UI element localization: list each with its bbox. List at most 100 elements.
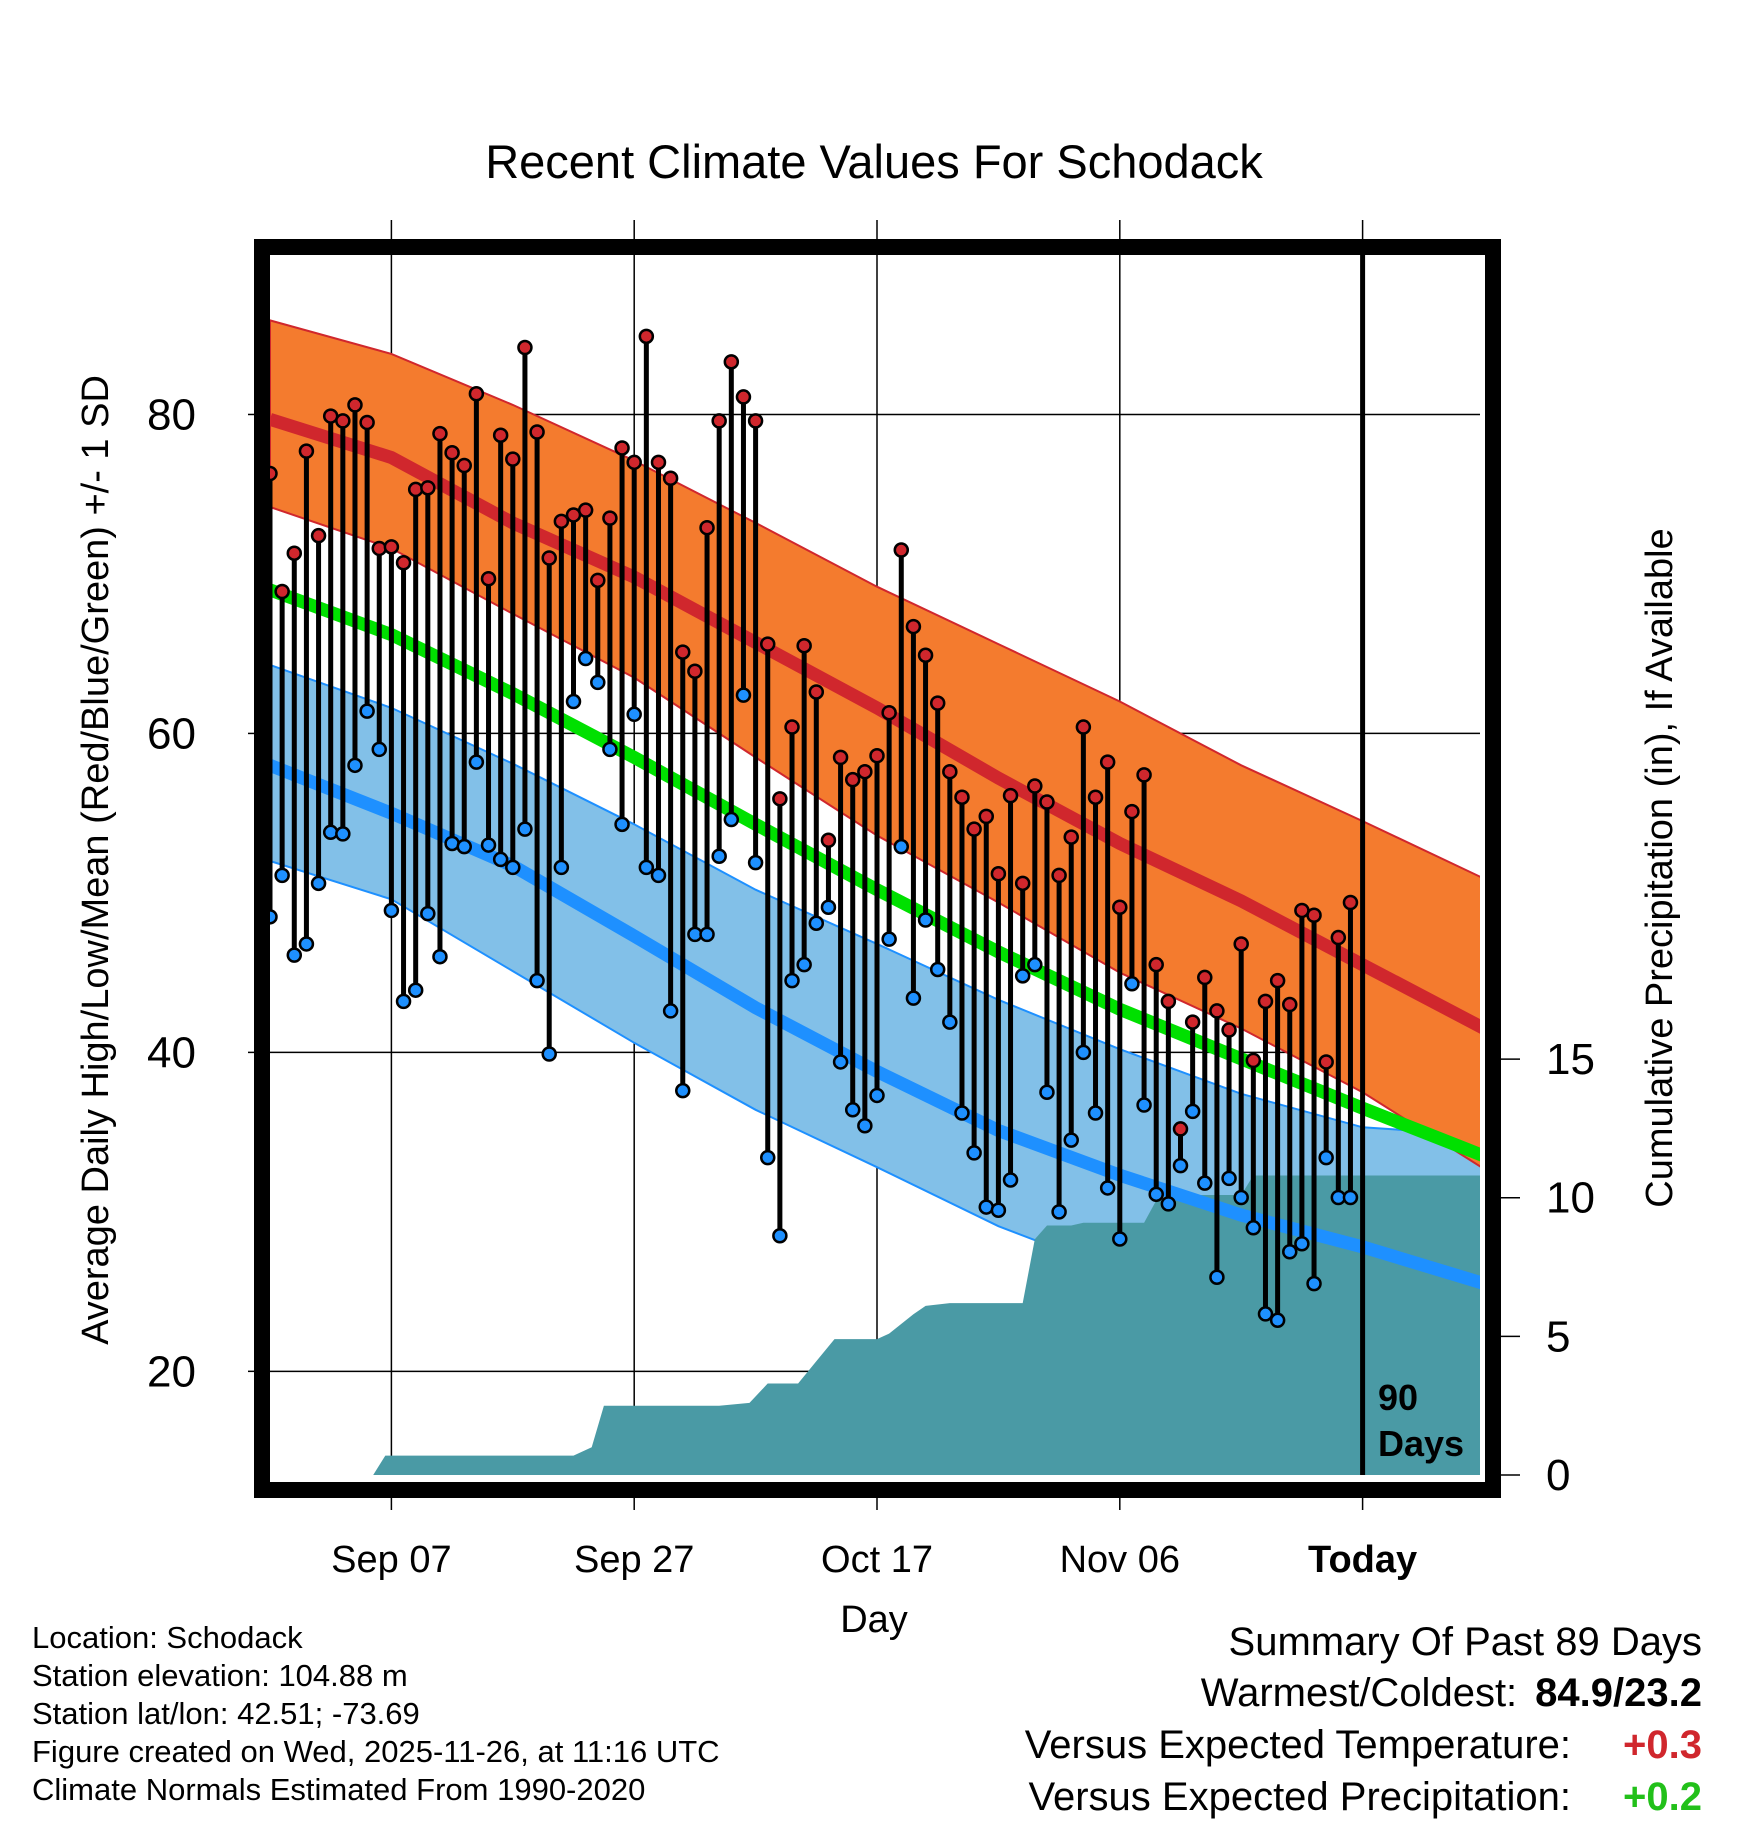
x-tick-label: Sep 07 xyxy=(331,1539,451,1581)
x-tick-label: Today xyxy=(1308,1539,1417,1581)
daily-high-point xyxy=(832,749,849,766)
daily-high-point xyxy=(359,414,375,431)
y-tick-label: 40 xyxy=(147,1028,196,1077)
daily-low-point xyxy=(759,1149,776,1166)
daily-low-point xyxy=(893,838,910,855)
y2-tick-label: 0 xyxy=(1546,1451,1570,1500)
daily-low-point xyxy=(820,899,837,916)
summary-warmest-value: 84.9/23.2 xyxy=(1535,1671,1702,1715)
daily-high-point xyxy=(869,748,885,764)
daily-low-point xyxy=(1209,1269,1225,1285)
daily-high-point xyxy=(1051,867,1067,884)
daily-high-point xyxy=(1269,972,1286,989)
summary-warmest-label: Warmest/Coldest: xyxy=(1200,1671,1518,1715)
daily-low-point xyxy=(1342,1189,1359,1206)
y2-tick-label: 5 xyxy=(1546,1312,1570,1361)
daily-high-point xyxy=(784,719,800,735)
daily-low-point xyxy=(383,902,400,919)
today-label-days: Days xyxy=(1378,1423,1464,1464)
daily-low-point xyxy=(1124,976,1140,992)
daily-low-point xyxy=(529,972,545,989)
high-normal-line xyxy=(268,413,1480,1034)
daily-high-point xyxy=(711,413,727,429)
daily-high-point xyxy=(723,354,740,370)
daily-low-point xyxy=(1148,1186,1164,1203)
daily-high-point xyxy=(978,808,995,825)
daily-high-point xyxy=(699,519,715,536)
daily-low-point xyxy=(1282,1243,1298,1260)
daily-high-point xyxy=(310,527,327,544)
daily-low-point xyxy=(517,821,533,837)
daily-high-point xyxy=(1221,1022,1237,1038)
daily-high-point xyxy=(383,539,400,555)
daily-high-point xyxy=(1075,719,1092,735)
daily-high-point xyxy=(1172,1121,1189,1137)
daily-high-point xyxy=(1112,899,1128,916)
x-tick-label: Sep 27 xyxy=(574,1539,694,1581)
daily-high-point xyxy=(1282,996,1298,1013)
daily-high-point xyxy=(954,789,970,805)
daily-low-point xyxy=(857,1117,873,1134)
summary-temp-value: +0.3 xyxy=(1623,1723,1702,1767)
y2-tick-label: 10 xyxy=(1546,1174,1595,1223)
x-tick-label: Nov 06 xyxy=(1060,1539,1180,1581)
daily-high-point xyxy=(347,397,363,413)
daily-high-point xyxy=(844,771,861,788)
daily-low-point xyxy=(480,837,497,853)
daily-high-point xyxy=(529,424,545,440)
daily-low-point xyxy=(322,824,339,841)
daily-high-point xyxy=(1184,1014,1201,1030)
daily-low-point xyxy=(468,754,485,770)
y2-tick-label: 15 xyxy=(1546,1035,1595,1084)
daily-marks xyxy=(262,328,1359,1329)
daily-low-point xyxy=(347,757,363,774)
daily-low-point xyxy=(1184,1103,1201,1120)
info-normals: Climate Normals Estimated From 1990-2020 xyxy=(32,1772,646,1807)
precip-area xyxy=(270,1175,1480,1475)
daily-high-point xyxy=(687,663,703,679)
daily-high-point xyxy=(298,443,315,459)
daily-high-point xyxy=(1027,778,1043,794)
daily-low-point xyxy=(1294,1236,1310,1252)
daily-low-point xyxy=(274,867,290,884)
daily-low-point xyxy=(1257,1306,1274,1322)
daily-high-point xyxy=(820,832,837,849)
daily-low-point xyxy=(590,674,606,691)
daily-high-point xyxy=(675,644,691,660)
daily-high-point xyxy=(1136,767,1152,783)
daily-low-point xyxy=(1233,1189,1249,1206)
daily-high-point xyxy=(1209,1003,1225,1019)
summary-title: Summary Of Past 89 Days xyxy=(1228,1620,1702,1664)
daily-high-point xyxy=(577,502,594,518)
daily-high-point xyxy=(371,540,388,557)
daily-low-point xyxy=(747,854,764,871)
daily-low-point xyxy=(1087,1105,1104,1121)
daily-low-point xyxy=(1221,1170,1237,1187)
daily-high-point xyxy=(480,570,497,587)
daily-low-point xyxy=(286,947,303,963)
daily-high-point xyxy=(517,339,533,356)
axes: 20 40 60 80 0 5 10 15 Sep 07 Sep 27 Oct 17 Nov 06 To… xyxy=(147,220,1595,1581)
daily-low-point xyxy=(432,948,448,965)
daily-low-point xyxy=(942,1014,958,1030)
daily-high-point xyxy=(966,821,982,837)
today-label-days-count: 90 xyxy=(1378,1377,1418,1418)
daily-low-point xyxy=(614,816,630,833)
daily-high-point xyxy=(735,389,752,405)
daily-high-point xyxy=(407,481,424,498)
daily-low-point xyxy=(1014,968,1031,984)
info-location: Location: Schodack xyxy=(32,1620,303,1655)
daily-low-point xyxy=(881,931,897,947)
daily-low-point xyxy=(1002,1172,1019,1188)
station-info: Location: Schodack Station elevation: 10… xyxy=(32,1619,720,1809)
daily-low-point xyxy=(1063,1132,1079,1148)
daily-high-point xyxy=(1330,929,1347,946)
daily-low-point xyxy=(844,1102,861,1118)
daily-low-point xyxy=(905,990,922,1006)
summary-precip-row: Versus Expected Precipitation: +0.2 xyxy=(1029,1775,1703,1820)
daily-low-point xyxy=(711,848,727,864)
daily-high-point xyxy=(335,413,351,429)
daily-high-point xyxy=(1099,754,1116,770)
daily-low-point xyxy=(395,993,412,1010)
